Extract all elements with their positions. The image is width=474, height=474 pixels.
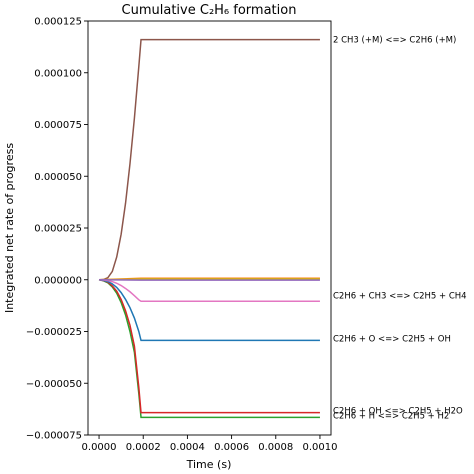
series-line-1 [99, 38, 320, 281]
x-axis: 0.0000 0.0002 0.0004 0.0006 0.0008 0.0010 [82, 435, 337, 453]
reaction-annotation: C2H6 + O <=> C2H5 + OH [333, 334, 451, 344]
y-tick-label: 0.000050 [34, 172, 82, 183]
reaction-annotation: 2 CH3 (+M) <=> C2H6 (+M) [333, 36, 456, 46]
x-tick-label: 0.0010 [302, 442, 337, 453]
x-tick-label: 0.0008 [258, 442, 293, 453]
y-tick-label: 0.000075 [34, 120, 82, 131]
plot-frame [87, 20, 332, 436]
x-tick-label: 0.0004 [170, 442, 205, 453]
x-tick-label: 0.0002 [126, 442, 161, 453]
y-tick-label: 0.000125 [34, 17, 82, 28]
y-tick-label: 0.000000 [34, 275, 82, 286]
x-tick-label: 0.0006 [214, 442, 249, 453]
y-tick-label: 0.000100 [34, 68, 82, 79]
reaction-annotation: C2H6 + OH <=> C2H5 + H2O [333, 407, 463, 417]
y-tick-label: −0.000050 [26, 379, 82, 390]
x-axis-label: Time (s) [186, 458, 232, 471]
series-line-2 [98, 279, 320, 419]
annotation-layer: 2 CH3 (+M) <=> C2H6 (+M) C2H6 + CH3 <=> C… [333, 36, 467, 422]
chart-title: Cumulative C₂H₆ formation [122, 3, 297, 18]
x-tick-label: 0.0000 [82, 442, 117, 453]
y-axis-label: Integrated net rate of progress [3, 143, 16, 313]
y-tick-label: −0.000025 [26, 327, 82, 338]
y-axis: −0.000075 −0.000050 −0.000025 0.000000 0.000… [26, 17, 88, 442]
y-tick-label: 0.000025 [34, 224, 82, 235]
y-tick-label: −0.000075 [26, 431, 82, 442]
reaction-annotation: C2H6 + H <=> C2H5 + H2 [333, 411, 449, 421]
series-line-3 [98, 279, 320, 414]
reaction-annotation: C2H6 + CH3 <=> C2H5 + CH4 [333, 291, 467, 301]
series-line-4 [98, 279, 320, 342]
series-line-5 [99, 279, 320, 303]
series-layer [98, 38, 320, 419]
